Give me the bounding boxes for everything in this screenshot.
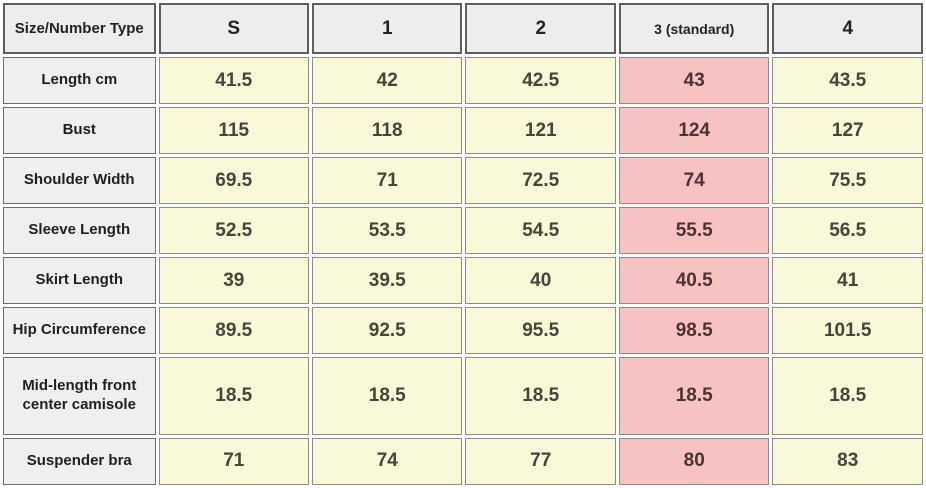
data-cell: 55.5 — [618, 207, 770, 255]
data-cell: 54.5 — [465, 207, 616, 255]
data-cell: 53.5 — [312, 207, 463, 255]
table-row: Suspender bra 71 74 77 80 83 — [3, 437, 923, 485]
data-cell: 40.5 — [618, 257, 770, 305]
table-body: Length cm 41.5 42 42.5 43 43.5 Bust 115 118 121 12… — [3, 57, 923, 485]
data-cell: 77 — [465, 437, 616, 485]
row-label-cell: Skirt Length — [3, 257, 156, 305]
data-cell: 18.5 — [158, 357, 309, 435]
data-cell: 115 — [158, 107, 309, 155]
data-cell: 124 — [618, 107, 770, 155]
column-header-cell: 2 — [465, 3, 616, 54]
data-cell: 127 — [772, 107, 923, 155]
table-row: Sleeve Length 52.5 53.5 54.5 55.5 56.5 — [3, 207, 923, 255]
corner-header-cell: Size/Number Type — [3, 3, 156, 54]
data-cell: 42 — [312, 57, 463, 105]
data-cell: 18.5 — [465, 357, 616, 435]
row-label-cell: Length cm — [3, 57, 156, 105]
data-cell: 71 — [312, 157, 463, 205]
data-cell: 72.5 — [465, 157, 616, 205]
data-cell: 98.5 — [618, 307, 770, 355]
row-label-cell: Hip Circumference — [3, 307, 156, 355]
data-cell: 83 — [772, 437, 923, 485]
data-cell: 18.5 — [772, 357, 923, 435]
column-header-cell: 1 — [312, 3, 463, 54]
data-cell: 71 — [158, 437, 309, 485]
data-cell: 52.5 — [158, 207, 309, 255]
row-label-cell: Shoulder Width — [3, 157, 156, 205]
data-cell: 40 — [465, 257, 616, 305]
row-label-cell: Sleeve Length — [3, 207, 156, 255]
data-cell: 74 — [618, 157, 770, 205]
data-cell: 89.5 — [158, 307, 309, 355]
column-header-cell: 3 (standard) — [618, 3, 770, 54]
data-cell: 101.5 — [772, 307, 923, 355]
row-label-cell: Suspender bra — [3, 437, 156, 485]
data-cell: 74 — [312, 437, 463, 485]
data-cell: 41 — [772, 257, 923, 305]
column-header-cell: 4 — [772, 3, 923, 54]
data-cell: 80 — [618, 437, 770, 485]
table-row: Shoulder Width 69.5 71 72.5 74 75.5 — [3, 157, 923, 205]
data-cell: 39.5 — [312, 257, 463, 305]
data-cell: 42.5 — [465, 57, 616, 105]
header-row: Size/Number Type S 1 2 3 (standard) 4 — [3, 3, 923, 54]
data-cell: 41.5 — [158, 57, 309, 105]
row-label-cell: Mid-length front center camisole — [3, 357, 156, 435]
data-cell: 56.5 — [772, 207, 923, 255]
data-cell: 95.5 — [465, 307, 616, 355]
data-cell: 92.5 — [312, 307, 463, 355]
data-cell: 75.5 — [772, 157, 923, 205]
table-row: Hip Circumference 89.5 92.5 95.5 98.5 101.5 — [3, 307, 923, 355]
data-cell: 121 — [465, 107, 616, 155]
data-cell: 118 — [312, 107, 463, 155]
data-cell: 39 — [158, 257, 309, 305]
data-cell: 18.5 — [312, 357, 463, 435]
data-cell: 43 — [618, 57, 770, 105]
row-label-cell: Bust — [3, 107, 156, 155]
table-row: Mid-length front center camisole 18.5 18.5… — [3, 357, 923, 435]
table-row: Bust 115 118 121 124 127 — [3, 107, 923, 155]
data-cell: 18.5 — [618, 357, 770, 435]
data-cell: 69.5 — [158, 157, 309, 205]
column-header-cell: S — [158, 3, 309, 54]
data-cell: 43.5 — [772, 57, 923, 105]
table-row: Length cm 41.5 42 42.5 43 43.5 — [3, 57, 923, 105]
table-row: Skirt Length 39 39.5 40 40.5 41 — [3, 257, 923, 305]
